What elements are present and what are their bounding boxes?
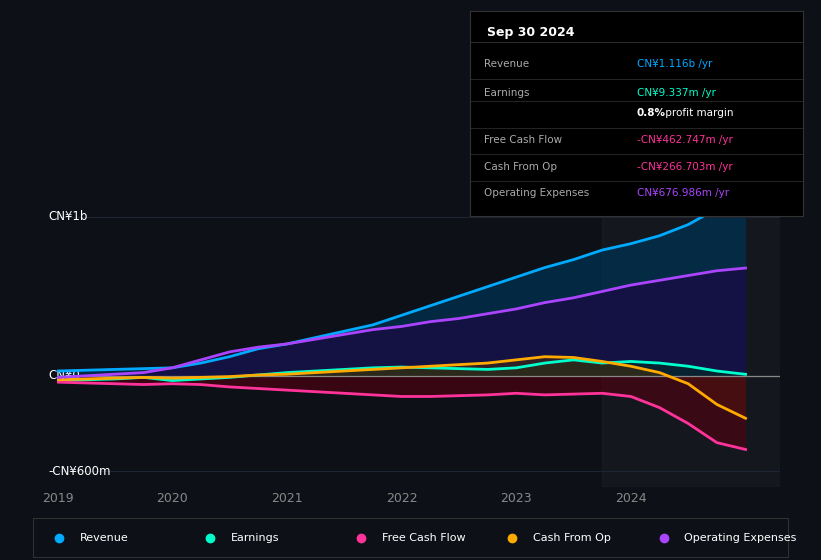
Text: -CN¥600m: -CN¥600m bbox=[48, 465, 111, 478]
Text: Operating Expenses: Operating Expenses bbox=[684, 533, 796, 543]
Text: Revenue: Revenue bbox=[80, 533, 128, 543]
Text: 0.8%: 0.8% bbox=[637, 109, 666, 118]
Text: -CN¥266.703m /yr: -CN¥266.703m /yr bbox=[637, 161, 732, 171]
Text: Cash From Op: Cash From Op bbox=[484, 161, 557, 171]
Text: CN¥1.116b /yr: CN¥1.116b /yr bbox=[637, 59, 712, 69]
Text: Free Cash Flow: Free Cash Flow bbox=[484, 135, 562, 145]
Bar bbox=[602, 185, 780, 487]
Text: CN¥1b: CN¥1b bbox=[48, 210, 88, 223]
Text: profit margin: profit margin bbox=[662, 109, 733, 118]
Text: Earnings: Earnings bbox=[231, 533, 279, 543]
Text: Sep 30 2024: Sep 30 2024 bbox=[487, 26, 575, 39]
Text: -CN¥462.747m /yr: -CN¥462.747m /yr bbox=[637, 135, 732, 145]
Text: Earnings: Earnings bbox=[484, 88, 530, 98]
Text: Free Cash Flow: Free Cash Flow bbox=[382, 533, 466, 543]
Text: CN¥9.337m /yr: CN¥9.337m /yr bbox=[637, 88, 716, 98]
Text: Revenue: Revenue bbox=[484, 59, 529, 69]
Text: Cash From Op: Cash From Op bbox=[533, 533, 611, 543]
Text: Operating Expenses: Operating Expenses bbox=[484, 188, 589, 198]
Text: CN¥0: CN¥0 bbox=[48, 369, 80, 382]
Text: CN¥676.986m /yr: CN¥676.986m /yr bbox=[637, 188, 729, 198]
